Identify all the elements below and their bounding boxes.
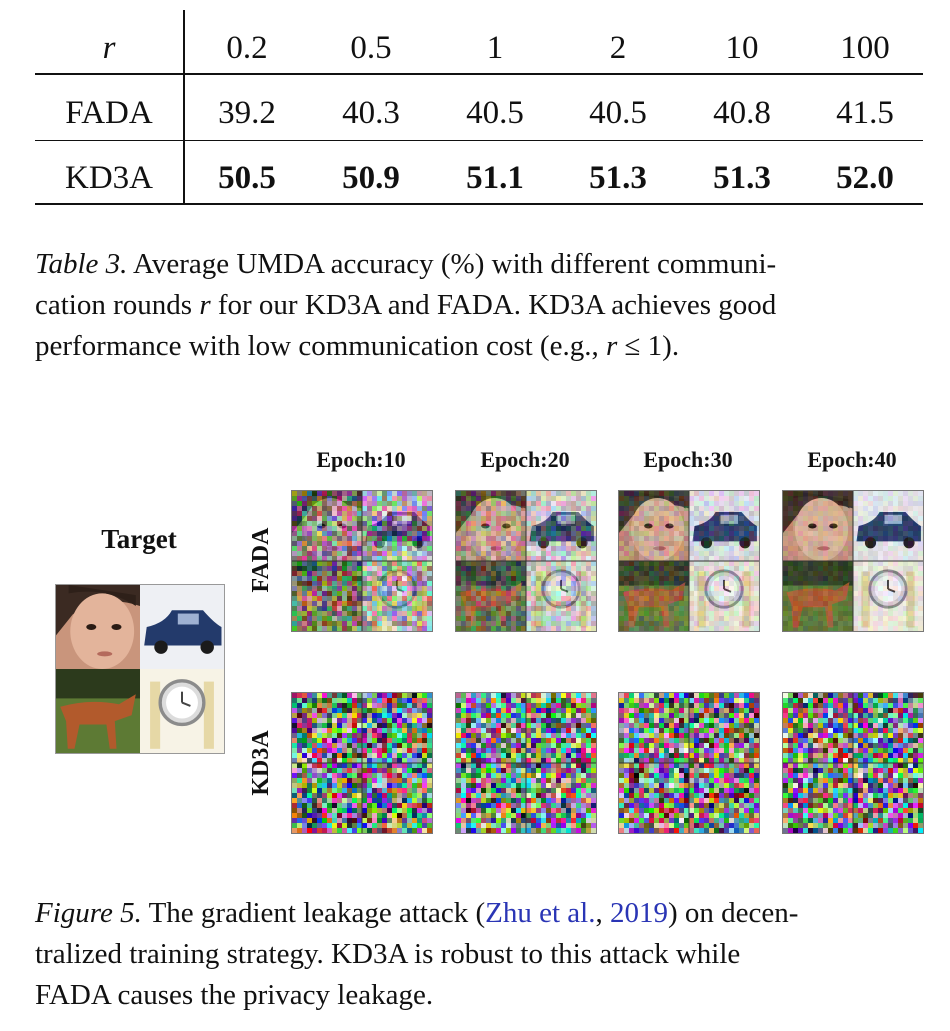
table-vertical-rule: [183, 10, 185, 205]
table-cell: 40.5: [466, 95, 524, 131]
table-col-header: 1: [486, 30, 504, 66]
table-col-header: 0.5: [350, 30, 392, 66]
table-cell: 50.9: [342, 160, 400, 196]
citation-author-link[interactable]: Zhu et al.: [485, 897, 596, 929]
table-caption-label: Table 3.: [35, 248, 128, 280]
fada-reconstruction-panel: [618, 490, 760, 632]
kd3a-reconstruction-panel: [782, 692, 924, 834]
table-caption-line-2: cation rounds r for our KD3A and FADA. K…: [35, 289, 777, 321]
figure-caption: Figure 5. The gradient leakage attack (Z…: [35, 893, 940, 1016]
table-cell: 51.3: [589, 160, 647, 196]
kd3a-reconstruction-panel: [618, 692, 760, 834]
table-bottom-rule: [35, 203, 923, 205]
row-label-kd3a: KD3A: [248, 730, 274, 796]
fada-reconstruction-panel: [291, 490, 433, 632]
table-cell: 40.3: [342, 95, 400, 131]
table-header-rule: [35, 73, 923, 75]
figure-caption-label: Figure 5.: [35, 897, 142, 929]
table-cell: 41.5: [836, 95, 894, 131]
epoch-label: Epoch:30: [643, 447, 733, 472]
table-cell: 40.8: [713, 95, 771, 131]
table-row-label-kd3a: KD3A: [65, 160, 153, 196]
table-caption-line-1: Table 3. Average UMDA accuracy (%) with …: [35, 248, 777, 280]
table-col-header: 0.2: [226, 30, 268, 66]
epoch-label: Epoch:20: [480, 447, 570, 472]
table-col-header: 100: [840, 30, 890, 66]
table-cell: 51.3: [713, 160, 771, 196]
table-cell: 50.5: [218, 160, 276, 196]
table-cell: 52.0: [836, 160, 894, 196]
table-cell: 39.2: [218, 95, 276, 131]
citation-year-link[interactable]: 2019: [609, 897, 668, 929]
kd3a-reconstruction-panel: [291, 692, 433, 834]
table-cell: 40.5: [589, 95, 647, 131]
table-col-header: 10: [725, 30, 759, 66]
table-col-header: 2: [609, 30, 627, 66]
epoch-label: Epoch:10: [316, 447, 406, 472]
row-label-fada: FADA: [248, 527, 274, 593]
table-caption: Table 3. Average UMDA accuracy (%) with …: [35, 244, 940, 367]
table-cell: 51.1: [466, 160, 524, 196]
fada-reconstruction-panel: [455, 490, 597, 632]
kd3a-reconstruction-panel: [455, 692, 597, 834]
figure-caption-line-1: Figure 5. The gradient leakage attack (Z…: [35, 897, 799, 929]
target-image: [55, 584, 225, 754]
figure-caption-line-2: tralized training strategy. KD3A is robu…: [35, 938, 741, 970]
table-row-label-fada: FADA: [65, 95, 153, 131]
table-header-label: r: [102, 30, 116, 66]
epoch-label: Epoch:40: [807, 447, 897, 472]
table-row-rule: [35, 140, 923, 141]
figure-caption-line-3: FADA causes the privacy leakage.: [35, 979, 434, 1011]
table-caption-line-3: performance with low communication cost …: [35, 330, 680, 362]
target-label: Target: [101, 524, 177, 554]
results-table: r 0.2 0.5 1 2 10 100 FADA 39.2 40.3 40.5…: [35, 10, 923, 205]
fada-reconstruction-panel: [782, 490, 924, 632]
